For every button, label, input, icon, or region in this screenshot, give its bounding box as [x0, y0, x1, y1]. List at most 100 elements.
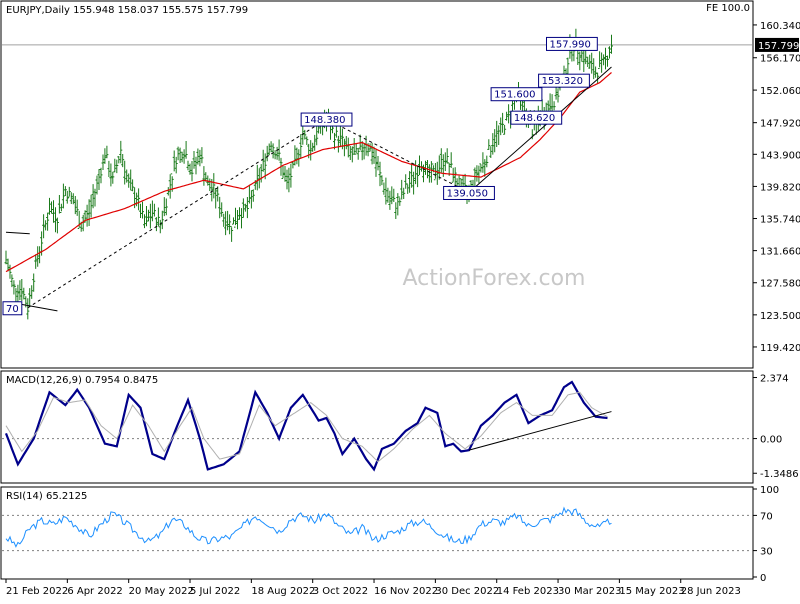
price-bar: [147, 209, 150, 222]
price-bar: [384, 177, 388, 205]
price-bar: [267, 143, 271, 156]
price-bar: [216, 186, 220, 202]
price-bar: [137, 188, 141, 211]
price-bar: [115, 159, 119, 174]
price-bar: [439, 148, 443, 173]
price-bar: [224, 211, 228, 236]
price-bar: [483, 159, 487, 177]
y-axis-labels: 160.340 156.170 152.060 147.920 143.900 139.8…: [753, 21, 800, 584]
price-axis-tick-label: 143.900: [760, 150, 800, 161]
price-bar: [32, 273, 36, 292]
price-bar: [481, 152, 485, 173]
price-bar: [586, 56, 590, 67]
price-bar: [143, 214, 146, 229]
price-bar: [125, 169, 129, 183]
price-bar: [240, 208, 243, 229]
price-bar: [178, 147, 182, 163]
fe-label: FE 100.0: [706, 3, 750, 14]
price-bar: [67, 186, 71, 198]
rsi-title: RSI(14) 65.2125: [6, 491, 87, 502]
price-bar: [380, 175, 384, 186]
price-bar: [117, 156, 121, 164]
price-bar: [277, 139, 281, 161]
price-bar: [445, 148, 449, 164]
price-bar: [194, 156, 198, 175]
price-bar: [546, 100, 550, 112]
price-bar: [121, 154, 125, 168]
macd-trend-line: [468, 411, 612, 451]
price-bar: [52, 200, 55, 223]
price-bar: [336, 135, 340, 153]
price-bar: [107, 160, 111, 177]
price-bar: [34, 254, 38, 269]
price-bar: [20, 279, 24, 302]
macd-axis-tick-label: 0.00: [760, 435, 782, 446]
price-bar: [608, 46, 611, 59]
price-bar: [588, 54, 592, 69]
price-bar: [493, 129, 497, 153]
price-bar: [398, 196, 402, 206]
price-bar: [241, 198, 245, 218]
price-bar: [89, 194, 93, 218]
price-bar: [315, 124, 319, 146]
price-bar: [152, 203, 156, 217]
price-bar: [234, 207, 237, 228]
price-bar: [6, 258, 10, 272]
watermark: ActionForex.com: [403, 266, 586, 291]
price-bar: [281, 165, 285, 179]
price-bar: [406, 183, 410, 194]
price-bar: [305, 136, 309, 145]
price-bar: [453, 167, 457, 187]
trend-line: [468, 66, 612, 193]
price-bar: [271, 143, 275, 159]
price-bar: [386, 187, 390, 203]
x-axis-tick-label: 3 Oct 2022: [313, 586, 368, 597]
price-bar: [408, 171, 412, 193]
price-bar: [99, 167, 103, 184]
price-bar: [232, 217, 235, 225]
price-bar: [71, 193, 75, 205]
macd-axis-tick-label: -1.3486: [760, 469, 799, 480]
price-axis-tick-label: 135.740: [760, 215, 800, 226]
trend-line: [27, 118, 327, 309]
price-axis-tick-label: 147.920: [760, 119, 800, 130]
price-bar: [511, 100, 514, 113]
price-bar: [54, 207, 57, 233]
price-bar: [226, 210, 230, 231]
price-bar: [172, 150, 176, 172]
svg-text:139.050: 139.050: [447, 188, 488, 199]
price-bar: [65, 190, 69, 204]
trend-line: [5, 231, 30, 235]
price-bar: [606, 55, 609, 67]
price-bar: [220, 202, 224, 217]
price-bar: [275, 146, 279, 160]
x-axis-tick-label: 21 Feb 2022: [6, 586, 68, 597]
price-bar: [198, 149, 202, 167]
price-bar: [101, 154, 105, 170]
price-axis-tick-label: 139.820: [760, 182, 800, 193]
price-bar: [182, 149, 186, 164]
price-bar: [42, 214, 46, 239]
price-bar: [228, 214, 232, 235]
price-bar: [113, 158, 117, 173]
rsi-panel: [0, 486, 754, 580]
price-bar: [188, 163, 192, 175]
svg-text:157.990: 157.990: [549, 39, 590, 50]
price-bar: [269, 141, 273, 153]
price-bar: [18, 280, 22, 301]
price-bar: [22, 287, 26, 300]
macd-line: [4, 380, 608, 472]
price-bar: [487, 139, 491, 150]
price-bar: [111, 171, 115, 184]
price-bar: [475, 165, 479, 182]
price-bar: [200, 147, 204, 164]
price-bar: [378, 161, 382, 187]
price-bar: [287, 167, 291, 193]
price-bar: [259, 164, 263, 183]
price-bar: [123, 160, 127, 185]
price-bar: [477, 165, 481, 184]
rsi-axis-tick-label: 0: [760, 573, 766, 584]
rsi-axis-tick-label: 30: [760, 547, 773, 558]
price-bar: [461, 175, 465, 187]
